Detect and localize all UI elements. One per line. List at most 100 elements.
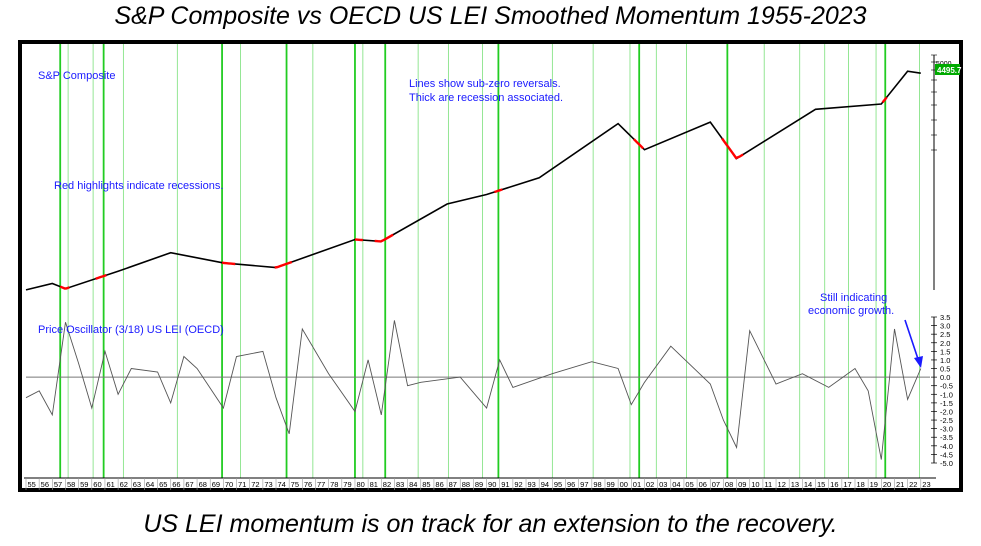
x-tick-label: 83	[396, 480, 404, 489]
oscillator-series-line	[25, 320, 922, 460]
sp-label: S&P Composite	[38, 70, 116, 82]
chart-title: S&P Composite vs OECD US LEI Smoothed Mo…	[114, 2, 867, 30]
x-tick-label: 71	[238, 480, 246, 489]
oscillator-y-tick-label: -1.5	[940, 399, 953, 408]
price-badge-label: 4495.7	[937, 66, 962, 75]
x-tick-label: 99	[606, 480, 614, 489]
x-tick-label: 97	[580, 480, 588, 489]
recession-highlight	[221, 261, 236, 266]
oscillator-y-tick-label: -1.0	[940, 390, 953, 399]
oscillator-y-tick-label: 0.5	[940, 365, 950, 374]
oscillator-y-tick-label: -4.5	[940, 450, 953, 459]
x-tick-label: 16	[830, 480, 838, 489]
x-tick-label: 18	[856, 480, 864, 489]
x-tick-label: 87	[449, 480, 457, 489]
recession-highlight	[95, 274, 107, 280]
x-tick-label: 62	[120, 480, 128, 489]
x-tick-label: 92	[514, 480, 522, 489]
x-tick-label: 08	[725, 480, 733, 489]
recession-highlight	[494, 188, 503, 194]
x-tick-label: 56	[41, 480, 49, 489]
x-tick-label: 89	[475, 480, 483, 489]
recession-highlight	[721, 137, 744, 160]
x-tick-label: 15	[817, 480, 825, 489]
recession-highlight	[881, 96, 888, 104]
recession-highlight	[354, 238, 363, 242]
x-tick-label: 94	[541, 480, 549, 489]
x-tick-label: 58	[67, 480, 75, 489]
x-tick-label: 57	[54, 480, 62, 489]
oscillator-y-tick-label: 2.5	[940, 330, 950, 339]
x-tick-label: 66	[172, 480, 180, 489]
x-tick-label: 03	[659, 480, 667, 489]
x-tick-label: 74	[278, 480, 286, 489]
x-tick-label: 72	[251, 480, 259, 489]
oscillator-y-tick-label: -0.5	[940, 382, 953, 391]
x-tick-label: 77	[317, 480, 325, 489]
x-tick-label: 23	[922, 480, 930, 489]
lines-note-2: Thick are recession associated.	[409, 92, 564, 104]
oscillator-y-tick-label: -3.5	[940, 433, 953, 442]
x-tick-label: 00	[620, 480, 628, 489]
x-tick-label: 11	[764, 480, 772, 489]
still-note-1: Still indicating	[820, 292, 888, 304]
x-tick-label: 09	[738, 480, 746, 489]
x-tick-label: 81	[370, 480, 378, 489]
x-tick-label: 65	[159, 480, 167, 489]
x-tick-label: 20	[883, 480, 891, 489]
x-tick-label: 14	[804, 480, 812, 489]
oscillator-y-tick-label: 0.0	[940, 373, 950, 382]
x-tick-label: 06	[699, 480, 707, 489]
oscillator-y-tick-label: 2.0	[940, 339, 950, 348]
x-tick-label: 22	[909, 480, 917, 489]
x-tick-label: 95	[554, 480, 562, 489]
chart-frame	[18, 40, 963, 492]
price-series-line	[25, 70, 921, 291]
x-tick-label: 90	[488, 480, 496, 489]
x-tick-label: 04	[672, 480, 680, 489]
x-tick-label: 70	[225, 480, 233, 489]
oscillator-y-tick-label: 1.5	[940, 347, 950, 356]
x-tick-label: 05	[685, 480, 693, 489]
x-tick-label: 84	[409, 480, 417, 489]
x-tick-label: 13	[791, 480, 799, 489]
x-tick-label: 59	[80, 480, 88, 489]
x-tick-label: 01	[633, 480, 641, 489]
x-tick-label: 63	[133, 480, 141, 489]
x-tick-label: 96	[567, 480, 575, 489]
x-tick-label: 79	[343, 480, 351, 489]
oscillator-y-tick-label: 1.0	[940, 356, 950, 365]
x-tick-label: 68	[199, 480, 207, 489]
recession-highlight	[374, 233, 394, 243]
still-note-2: economic growth.	[808, 305, 895, 317]
oscillator-y-tick-label: -2.5	[940, 416, 953, 425]
x-tick-label: 67	[185, 480, 193, 489]
red-note: Red highlights indicate recessions.	[54, 180, 224, 192]
lines-note-1: Lines show sub-zero reversals.	[409, 78, 561, 90]
x-tick-label: 07	[712, 480, 720, 489]
x-tick-label: 60	[93, 480, 101, 489]
recession-highlight	[633, 138, 644, 150]
oscillator-y-tick-label: -3.0	[940, 425, 953, 434]
x-tick-label: 98	[593, 480, 601, 489]
x-tick-label: 12	[778, 480, 786, 489]
x-tick-label: 75	[291, 480, 299, 489]
x-tick-label: 21	[896, 480, 904, 489]
x-tick-label: 91	[501, 480, 509, 489]
x-tick-label: 02	[646, 480, 654, 489]
x-tick-label: 82	[383, 480, 391, 489]
price-badge	[935, 64, 960, 75]
x-tick-label: 73	[264, 480, 272, 489]
x-tick-label: 19	[870, 480, 878, 489]
chart-caption: US LEI momentum is on track for an exten…	[143, 510, 838, 538]
oscillator-y-tick-label: 3.5	[940, 313, 950, 322]
x-tick-label: 88	[462, 480, 470, 489]
recession-highlight	[274, 260, 293, 269]
oscillator-label: Price Oscillator (3/18) US LEI (OECD)	[38, 324, 224, 336]
oscillator-y-tick-label: -4.0	[940, 442, 953, 451]
oscillator-y-tick-label: 3.0	[940, 322, 950, 331]
annotation-arrow	[904, 319, 920, 363]
x-tick-label: 85	[422, 480, 430, 489]
x-tick-label: 55	[28, 480, 36, 489]
